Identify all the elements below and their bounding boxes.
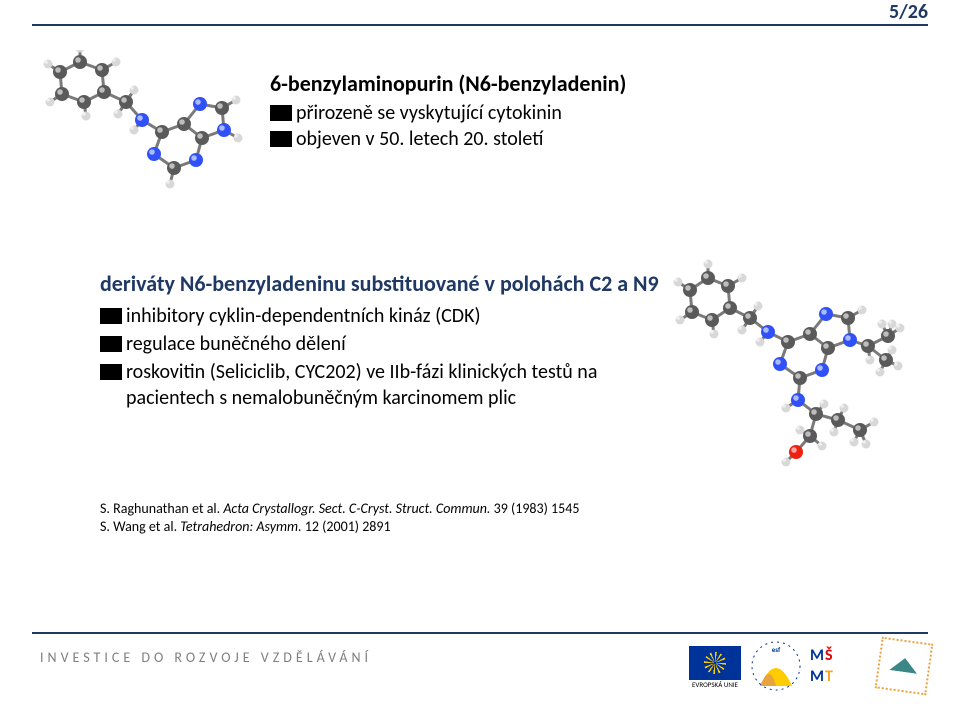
bullet-2: roskovitin (Seliciclib, CYC202) ve IIb-f… — [100, 359, 670, 411]
heading-title: 6-benzylaminopurin (N6-benzyladenin) — [270, 70, 710, 97]
heading-line-text: objeven v 50. letech 20. století — [296, 127, 543, 151]
molecule-2 — [670, 250, 930, 480]
references: S. Raghunathan et al. Acta Crystallogr. … — [100, 500, 579, 536]
bullet-icon — [100, 364, 122, 380]
svg-text:esf: esf — [772, 645, 781, 654]
ref-italic: Acta Crystallogr. Sect. C-Cryst. Struct.… — [223, 500, 490, 517]
bullet-icon — [270, 105, 292, 121]
bullet-text: inhibitory cyklin-dependentních kináz (C… — [126, 303, 481, 329]
opvk-logo-icon — [875, 637, 934, 696]
ref-italic: Tetrahedron: Asymm. — [180, 518, 301, 535]
bullet-text: roskovitin (Seliciclib, CYC202) ve IIb-f… — [126, 359, 670, 411]
ref-prefix: S. Raghunathan et al. — [100, 500, 223, 517]
heading-line-0: přirozeně se vyskytující cytokinin — [270, 101, 710, 125]
page-number: 5/26 — [889, 0, 928, 24]
heading-block: 6-benzylaminopurin (N6-benzyladenin) při… — [270, 70, 710, 153]
ref-0: S. Raghunathan et al. Acta Crystallogr. … — [100, 500, 579, 518]
eu-logo-block: EVROPSKÁ UNIE — [688, 645, 742, 688]
bullet-icon — [100, 308, 122, 324]
bullet-text: regulace buněčného dělení — [126, 331, 346, 357]
heading-line-1: objeven v 50. letech 20. století — [270, 127, 710, 151]
eu-caption: EVROPSKÁ UNIE — [688, 681, 742, 688]
msmt-logo-icon: MŠ MT — [810, 646, 870, 686]
bullet-icon — [100, 336, 122, 352]
bullet-1: regulace buněčného dělení — [100, 331, 670, 357]
slide: 5/26 6-benzylaminopurin (N6-benzyladenin… — [0, 0, 960, 706]
footer-text: INVESTICE DO ROZVOJE VZDĚLÁVÁNÍ — [40, 649, 372, 666]
ref-suffix: 39 (1983) 1545 — [490, 500, 579, 517]
esf-logo-icon: esf — [750, 640, 802, 692]
ref-suffix: 12 (2001) 2891 — [302, 518, 391, 535]
footer-divider — [32, 632, 928, 634]
molecule-1 — [30, 50, 250, 250]
top-divider — [32, 24, 928, 26]
logo-strip: EVROPSKÁ UNIE esf MŠ MT — [688, 640, 930, 692]
ref-prefix: S. Wang et al. — [100, 518, 180, 535]
section-2: deriváty N6-benzyladeninu substituované … — [100, 270, 670, 413]
bullet-0: inhibitory cyklin-dependentních kináz (C… — [100, 303, 670, 329]
bullet-icon — [270, 131, 292, 147]
section-2-title: deriváty N6-benzyladeninu substituované … — [100, 270, 670, 297]
ref-1: S. Wang et al. Tetrahedron: Asymm. 12 (2… — [100, 518, 579, 536]
heading-line-text: přirozeně se vyskytující cytokinin — [296, 101, 562, 125]
eu-flag-icon — [688, 645, 742, 681]
